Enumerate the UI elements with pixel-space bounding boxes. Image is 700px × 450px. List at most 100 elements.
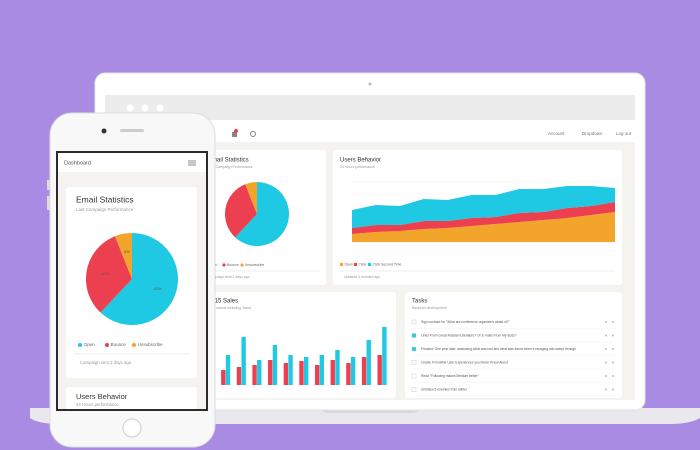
- checkbox[interactable]: [411, 346, 417, 352]
- card-subtitle: Last Campaign Performance: [76, 207, 134, 212]
- task-action[interactable]: [605, 348, 607, 350]
- bar: [272, 345, 278, 385]
- phone-header: [57, 152, 207, 172]
- home-button[interactable]: [122, 418, 142, 438]
- task-action[interactable]: [605, 321, 607, 323]
- bar: [257, 360, 262, 385]
- task-text: Unfollow 5 enemies from twitter: [421, 387, 468, 391]
- navbar: [105, 120, 635, 142]
- task-action[interactable]: [612, 361, 614, 364]
- legend-label: Click: [359, 262, 367, 266]
- bar: [221, 370, 226, 385]
- legend-swatch: [340, 263, 343, 266]
- task-action[interactable]: [612, 334, 614, 337]
- legend-label: Bounce: [227, 263, 239, 267]
- task-action[interactable]: [605, 361, 607, 364]
- bar: [241, 337, 246, 385]
- task-text: Read "Following makes Medium better": [421, 374, 480, 378]
- phone-content: Dashboard Email Statistics Last Campaign P…: [57, 152, 207, 410]
- legend-dot: [131, 342, 137, 348]
- bar: [288, 355, 293, 385]
- legend-swatch: [354, 263, 357, 266]
- pie-label: 32%: [101, 271, 109, 276]
- bar: [252, 365, 257, 385]
- pie-slice: [225, 184, 257, 238]
- browser-dot: [141, 104, 149, 112]
- card-footer: Updated 3 minutes ago: [344, 275, 380, 279]
- card-title: Users Behavior: [340, 158, 381, 164]
- card-subtitle: Last Campaign Performance: [208, 165, 253, 169]
- legend-swatch: [368, 263, 371, 266]
- legend-label: Open: [84, 342, 96, 347]
- card-subtitle: 24 Hours performance: [76, 402, 119, 407]
- legend-label: Unsubscribe: [138, 342, 164, 347]
- pie-slice: [115, 233, 132, 279]
- bar: [319, 355, 325, 385]
- pie-slice: [245, 182, 257, 214]
- browser-dot: [156, 104, 164, 112]
- phone-title: Dashboard: [64, 160, 91, 166]
- card-subtitle: 24 Hours performance: [340, 165, 375, 169]
- card-title: Tasks: [412, 299, 427, 305]
- nav-link: Log out: [616, 131, 632, 136]
- pie-label: 62%: [154, 286, 162, 291]
- bar: [377, 355, 382, 385]
- phone-speaker: [120, 129, 144, 132]
- legend-dot: [77, 342, 83, 348]
- card-title: Users Behavior: [76, 392, 128, 401]
- nav-icon[interactable]: [232, 132, 237, 137]
- browser-dot: [126, 104, 134, 112]
- bar: [330, 360, 335, 385]
- legend-dot: [104, 342, 110, 348]
- legend-label: Click Second Time: [373, 262, 402, 266]
- task-action[interactable]: [612, 348, 614, 350]
- card: [405, 292, 622, 398]
- card-footer: Campaign sent 2 days ago: [208, 275, 250, 279]
- card: [66, 387, 197, 410]
- card-subtitle: Backend development: [412, 306, 447, 310]
- bar: [225, 355, 231, 385]
- area: [352, 186, 615, 228]
- laptop-content: Account Dropdown Log out Email StatisticsLa…: [200, 131, 632, 398]
- pie-slice: [86, 236, 132, 313]
- phone-button: [47, 196, 50, 210]
- pie-slice: [235, 182, 289, 246]
- checkbox[interactable]: [411, 333, 417, 338]
- legend-label: Bounce: [111, 342, 127, 347]
- laptop-camera: [368, 82, 372, 86]
- nav-badge: [234, 129, 238, 133]
- card-title: Email Statistics: [76, 194, 134, 204]
- bar: [314, 365, 320, 385]
- legend-label: Unsubscribe: [245, 263, 265, 267]
- legend-dot: [222, 263, 226, 267]
- checkbox[interactable]: [411, 360, 417, 365]
- bar: [283, 363, 289, 385]
- nav-icon[interactable]: [250, 131, 256, 137]
- bar: [382, 327, 387, 385]
- task-text: Flooded: One year later, assessing what …: [421, 347, 576, 351]
- task-action[interactable]: [612, 388, 614, 391]
- task-action[interactable]: [605, 334, 607, 337]
- card-title: 2015 Sales: [208, 299, 238, 305]
- task-action[interactable]: [605, 375, 607, 377]
- task-action[interactable]: [612, 321, 614, 323]
- phone-camera: [101, 128, 107, 134]
- nav-link: Dropdown: [582, 131, 603, 136]
- legend-label: Open: [345, 262, 354, 266]
- card-footer: Campaign sent 2 days ago: [80, 360, 132, 365]
- checkbox[interactable]: [411, 373, 417, 379]
- bar: [366, 340, 371, 385]
- pie-label: 6%: [124, 249, 130, 254]
- checkbox[interactable]: [411, 387, 417, 392]
- bar: [304, 357, 309, 385]
- nav-link: Account: [548, 131, 565, 136]
- checkbox[interactable]: [411, 319, 417, 325]
- task-text: Create 4 Invisible User Experiences you …: [421, 360, 508, 364]
- card-title: Email Statistics: [208, 158, 249, 164]
- task-action[interactable]: [605, 388, 607, 391]
- bar: [335, 350, 340, 385]
- task-action[interactable]: [612, 375, 614, 377]
- phone-button: [47, 180, 50, 190]
